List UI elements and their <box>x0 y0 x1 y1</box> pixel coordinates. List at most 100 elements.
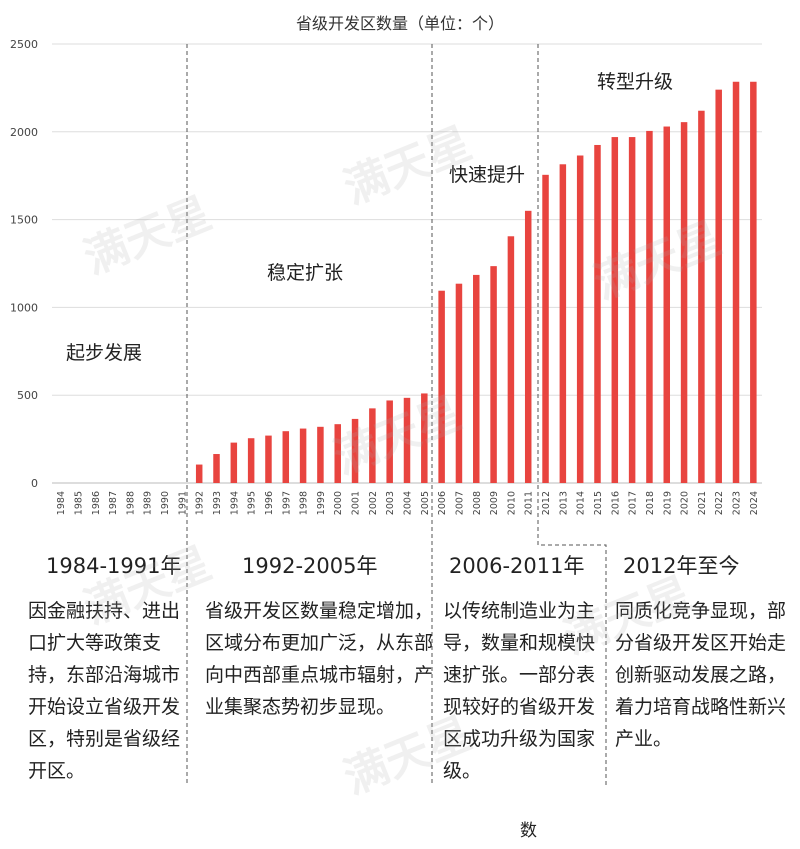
x-tick-label: 2008 <box>472 491 483 515</box>
period-heading-1984-1991: 1984-1991年 <box>46 554 182 578</box>
bar <box>334 424 341 483</box>
footer-text-fragment: 数 <box>520 821 537 841</box>
grid-lines <box>52 43 762 484</box>
y-tick-label: 500 <box>17 389 38 402</box>
x-axis-ticks: 1984 1985 1986 1987 1988 1989 1990 1991 1992 1993… <box>56 491 760 515</box>
phase-label-stable: 稳定扩张 <box>267 262 344 284</box>
bar <box>680 122 688 483</box>
x-tick-label: 2011 <box>524 491 535 515</box>
x-tick-label: 1987 <box>108 491 119 515</box>
x-tick-label: 2001 <box>351 491 362 515</box>
y-tick-label: 1000 <box>10 301 38 314</box>
period-description-1984-1991: 因金融扶持、进出口扩大等政策支持，东部沿海城市开始设立省级开发区，特别是省级经开… <box>28 600 181 782</box>
phase-label-transform: 转型升级 <box>597 71 674 93</box>
bar <box>386 400 393 483</box>
bar <box>351 418 359 483</box>
x-tick-label: 2002 <box>368 491 379 515</box>
phase-divider <box>537 44 607 785</box>
bar <box>473 274 480 483</box>
phase-dividers <box>186 44 607 785</box>
bar <box>213 454 220 483</box>
period-heading-2006-2011: 2006-2011年 <box>449 554 585 578</box>
bar <box>369 408 376 483</box>
bar <box>265 435 272 483</box>
x-tick-label: 2021 <box>697 491 708 515</box>
bar <box>732 81 740 483</box>
bar <box>282 431 290 483</box>
x-tick-label: 1986 <box>91 491 102 515</box>
bar <box>628 137 636 483</box>
chart-title: 省级开发区数量（单位：个） <box>295 14 504 33</box>
x-tick-label: 1994 <box>229 491 240 515</box>
x-tick-label: 2022 <box>714 491 725 515</box>
x-tick-label: 2020 <box>680 491 691 515</box>
x-tick-label: 2018 <box>645 491 656 515</box>
bar <box>299 428 307 483</box>
x-tick-label: 1991 <box>177 491 188 515</box>
x-tick-label: 1996 <box>264 491 275 515</box>
x-tick-label: 2007 <box>454 491 465 515</box>
bar <box>317 426 324 483</box>
y-axis-ticks: 0 500 1000 1500 2000 2500 <box>10 38 38 490</box>
bar <box>247 438 255 483</box>
bar <box>611 137 619 483</box>
x-tick-label: 2016 <box>610 491 621 515</box>
phase-label-rapid: 快速提升 <box>449 164 526 186</box>
bar <box>421 393 428 483</box>
x-tick-label: 1995 <box>247 491 258 515</box>
y-tick-label: 2000 <box>10 126 38 139</box>
bar <box>750 81 757 483</box>
bar <box>698 110 705 483</box>
bar <box>524 210 532 483</box>
x-tick-label: 2000 <box>333 491 344 515</box>
x-tick-label: 2010 <box>506 491 517 515</box>
x-tick-label: 1998 <box>299 491 310 515</box>
period-description-2006-2011: 以传统制造业为主导，数量和规模快速扩张。一部分表现较好的省级开发区成功升级为国家… <box>443 600 596 782</box>
y-tick-label: 2500 <box>10 38 38 51</box>
bar <box>715 89 722 483</box>
bar <box>576 155 584 484</box>
x-tick-label: 2013 <box>558 491 569 515</box>
x-tick-label: 2005 <box>420 491 431 515</box>
x-tick-label: 2014 <box>576 491 587 515</box>
x-tick-label: 1989 <box>143 491 154 515</box>
x-tick-label: 1988 <box>125 491 136 515</box>
bar <box>507 236 515 483</box>
bars <box>195 81 757 484</box>
x-tick-label: 1990 <box>160 491 171 515</box>
period-heading-2012-now: 2012年至今 <box>623 554 740 578</box>
bar <box>490 266 497 483</box>
bar <box>663 126 671 484</box>
y-tick-label: 0 <box>31 477 38 490</box>
x-tick-label: 1992 <box>195 491 206 515</box>
bar <box>594 144 601 483</box>
x-tick-label: 2012 <box>541 491 552 515</box>
x-tick-label: 2017 <box>628 491 639 515</box>
period-heading-1992-2005: 1992-2005年 <box>242 554 378 578</box>
x-tick-label: 2006 <box>437 491 448 515</box>
bar <box>455 283 463 483</box>
bar <box>230 442 238 483</box>
period-description-1992-2005: 省级开发区数量稳定增加，区域分布更加广泛，从东部向中西部重点城市辐射，产业集聚态… <box>205 600 434 718</box>
x-tick-label: 2015 <box>593 491 604 515</box>
bar <box>542 174 549 483</box>
x-tick-label: 1984 <box>56 491 67 515</box>
x-tick-label: 2009 <box>489 491 500 515</box>
bar <box>438 290 445 483</box>
x-tick-label: 2023 <box>732 491 743 515</box>
x-tick-label: 2019 <box>662 491 673 515</box>
x-tick-label: 1985 <box>73 491 84 515</box>
bar <box>646 130 653 483</box>
bar <box>559 164 567 483</box>
x-tick-label: 1997 <box>281 491 292 515</box>
x-tick-label: 2024 <box>749 491 760 515</box>
x-tick-label: 1993 <box>212 491 223 515</box>
y-tick-label: 1500 <box>10 214 38 227</box>
period-description-2012-now: 同质化竞争显现，部分省级开发区开始走创新驱动发展之路，着力培育战略性新兴产业。 <box>615 600 787 750</box>
x-tick-label: 2004 <box>403 491 414 515</box>
bar <box>195 464 203 483</box>
phase-label-startup: 起步发展 <box>66 342 143 364</box>
x-tick-label: 1999 <box>316 491 327 515</box>
bar <box>403 397 411 483</box>
